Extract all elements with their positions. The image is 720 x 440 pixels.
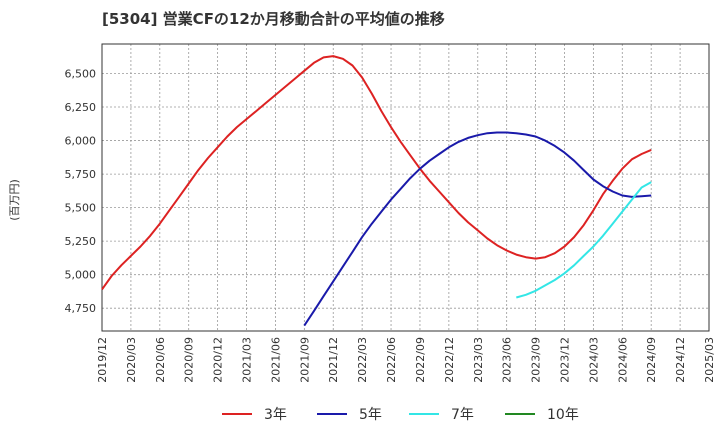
x-tick-label: 2023/03 xyxy=(472,337,485,383)
y-tick-label: 5,500 xyxy=(65,202,97,215)
x-tick-label: 2024/09 xyxy=(645,337,658,383)
x-tick-label: 2021/12 xyxy=(327,337,340,383)
y-tick-label: 5,250 xyxy=(65,235,97,248)
y-tick-label: 4,750 xyxy=(65,302,97,315)
legend-label-7年: 7年 xyxy=(451,407,474,423)
x-tick-label: 2021/03 xyxy=(241,337,254,383)
y-axis-ticks: 4,750 5,000 5,250 5,500 5,750 6,000 6,250 6,500 xyxy=(65,68,97,316)
grid-lines xyxy=(101,44,710,331)
x-tick-label: 2024/12 xyxy=(674,337,687,383)
x-tick-label: 2023/09 xyxy=(530,337,543,383)
y-tick-label: 6,250 xyxy=(65,101,97,114)
y-axis-label: (百万円) xyxy=(8,179,21,221)
legend-label-3年: 3年 xyxy=(264,407,287,423)
legend-label-5年: 5年 xyxy=(359,407,382,423)
x-tick-label: 2020/12 xyxy=(212,337,225,383)
x-tick-label: 2022/06 xyxy=(385,337,398,383)
x-tick-label: 2020/06 xyxy=(154,337,167,383)
x-tick-label: 2021/06 xyxy=(269,337,282,383)
series-line-5年 xyxy=(303,131,652,327)
chart-title: [5304] 営業CFの12か月移動合計の平均値の推移 xyxy=(102,10,445,28)
x-tick-label: 2020/03 xyxy=(125,337,138,383)
x-tick-label: 2025/03 xyxy=(703,337,716,383)
x-tick-label: 2024/03 xyxy=(587,337,600,383)
x-tick-label: 2022/03 xyxy=(356,337,369,383)
x-tick-label: 2023/12 xyxy=(558,337,571,383)
y-tick-label: 5,750 xyxy=(65,168,97,181)
x-tick-label: 2023/06 xyxy=(501,337,514,383)
x-axis-ticks: 2019/12 2020/03 2020/06 2020/09 2020/12 2021/… xyxy=(96,337,716,383)
x-tick-label: 2022/09 xyxy=(414,337,427,383)
series-line-3年 xyxy=(101,55,652,290)
x-tick-label: 2019/12 xyxy=(96,337,109,383)
series-lines xyxy=(101,55,652,327)
y-tick-label: 6,500 xyxy=(65,68,97,81)
series-line-7年 xyxy=(516,181,652,299)
x-tick-label: 2024/06 xyxy=(616,337,629,383)
x-tick-label: 2021/09 xyxy=(298,337,311,383)
plot-frame xyxy=(101,43,710,332)
y-tick-label: 6,000 xyxy=(65,135,97,148)
legend: 3年 5年 7年 10年 xyxy=(222,407,579,423)
y-tick-label: 5,000 xyxy=(65,269,97,282)
x-tick-label: 2020/09 xyxy=(183,337,196,383)
legend-label-10年: 10年 xyxy=(547,407,579,423)
x-tick-label: 2022/12 xyxy=(443,337,456,383)
